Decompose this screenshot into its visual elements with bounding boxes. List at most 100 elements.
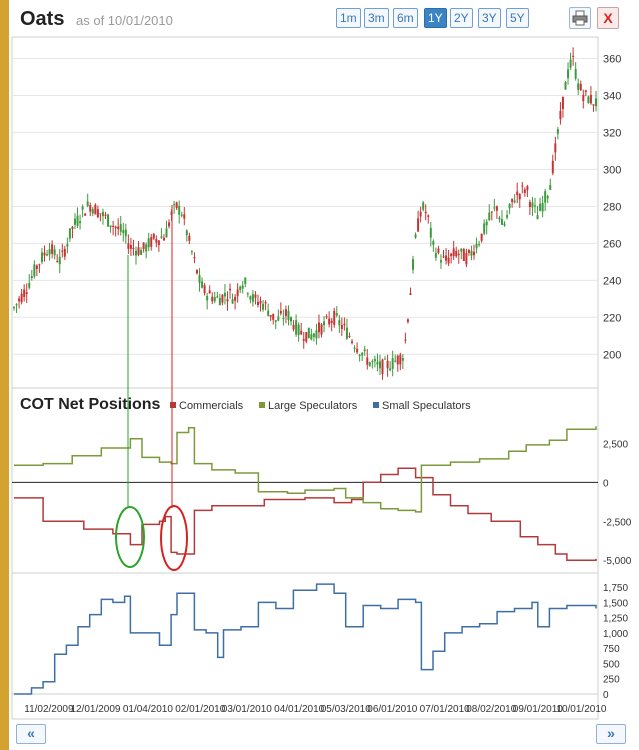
candle-body [89,205,92,212]
candle-body [345,327,348,339]
candle-body [180,214,183,216]
candle-body [297,324,300,336]
candle-body [587,96,590,104]
candle-body [376,361,379,365]
candle-body [493,207,496,209]
candle-body [422,202,425,210]
candle-body [330,320,333,323]
left-accent-bar [0,0,9,750]
candle-body [358,354,361,357]
range-button-2y[interactable]: 2Y [450,8,473,28]
range-button-1m[interactable]: 1m [336,8,361,28]
candle-body [218,297,221,306]
legend-item-0[interactable]: Commercials [170,400,243,412]
candle-body [137,247,140,255]
candle-body [551,160,554,174]
candle-body [320,324,323,335]
small-spec-tick-label: 0 [603,690,609,701]
candle-body [58,256,61,265]
range-button-6m[interactable]: 6m [393,8,418,28]
candle-body [328,318,331,325]
candle-body [353,347,356,349]
legend-item-2[interactable]: Small Speculators [373,400,471,412]
candle-body [561,96,564,109]
x-tick-label: 04/01/2010 [274,704,324,715]
candle-body [213,297,216,302]
candle-body [53,249,56,256]
candle-body [239,286,242,291]
candle-body [48,249,51,255]
candle-body [117,226,120,230]
candle-body [112,225,115,227]
candle-body [521,185,524,187]
candle-body [231,299,234,304]
candle-body [160,236,163,238]
candle-body [531,202,534,208]
cot-tick-label: -2,500 [603,517,632,528]
candle-body [419,211,422,217]
legend-label: Commercials [179,400,244,412]
prev-period-button[interactable]: « [16,724,46,744]
candle-body [195,269,198,274]
candle-body [485,221,488,226]
range-button-3m[interactable]: 3m [364,8,389,28]
candle-body [279,310,282,314]
candle-body [145,244,148,252]
candle-body [18,298,21,302]
candle-body [124,229,127,237]
candle-body [162,237,165,241]
candle-body [386,360,389,369]
plot-frame [11,36,599,720]
candle-body [429,227,432,238]
candle-body [366,357,369,365]
candle-body [132,247,135,249]
candle-body [264,302,267,304]
candle-body [104,214,107,216]
cot-series-line [14,426,597,513]
candle-body [241,285,244,289]
candle-body [165,228,168,238]
candle-body [221,294,224,303]
print-button[interactable] [569,7,591,29]
next-period-button[interactable]: » [596,724,626,744]
small-spec-tick-label: 1,750 [603,583,628,594]
candle-body [559,110,562,120]
candle-body [378,361,381,369]
candle-body [589,94,592,104]
price-tick-label: 280 [603,201,621,213]
candle-body [526,186,529,191]
range-button-1y[interactable]: 1Y [424,8,447,28]
x-tick-label: 01/04/2010 [123,704,173,715]
candle-body [511,198,514,203]
candle-body [437,248,440,253]
candle-body [203,285,206,294]
candle-body [536,215,539,220]
candle-body [91,209,94,214]
candle-body [348,336,351,338]
candle-body [396,355,399,365]
candle-body [356,348,359,353]
range-button-3y[interactable]: 3Y [478,8,501,28]
candle-body [506,215,509,218]
cot-tick-label: 0 [603,478,609,489]
candle-body [541,202,544,212]
legend-item-1[interactable]: Large Speculators [259,400,357,412]
candle-body [424,211,427,214]
candle-body [129,244,132,249]
small-spec-series-line [14,583,597,695]
candle-body [84,213,87,216]
close-button[interactable]: X [597,7,619,29]
candle-body [40,252,43,262]
candle-body [465,253,468,265]
candle-body [178,205,181,215]
candle-body [384,358,387,360]
candle-body [259,300,262,304]
candle-body [114,226,117,229]
candle-body [79,221,82,224]
candle-body [351,341,354,343]
candle-body [244,277,247,285]
candle-body [508,203,511,209]
range-button-5y[interactable]: 5Y [506,8,529,28]
candle-body [480,233,483,241]
candle-body [513,200,516,203]
